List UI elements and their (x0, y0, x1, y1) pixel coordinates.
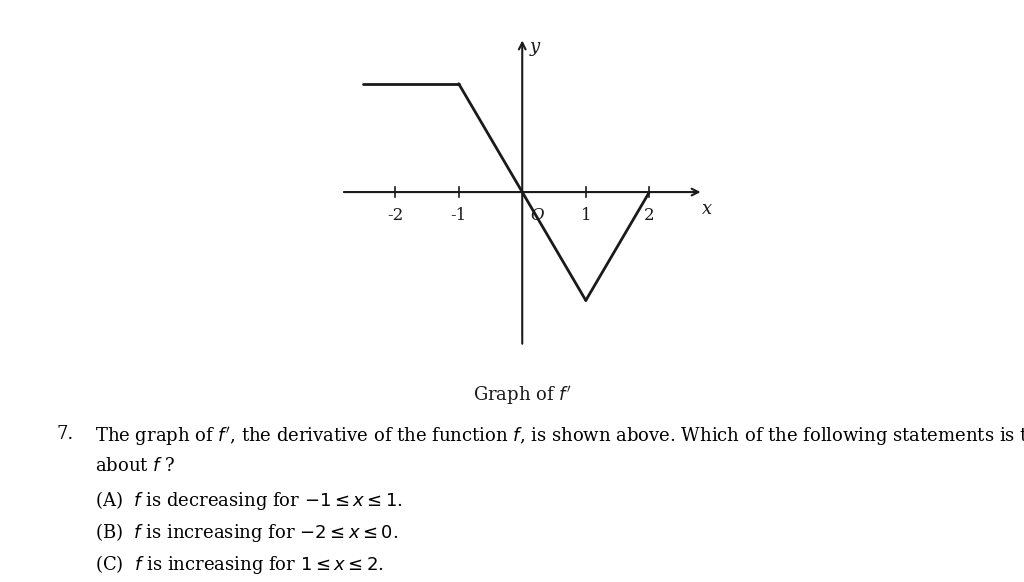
Text: (A)  $f$ is decreasing for $-1 \leq x \leq 1$.: (A) $f$ is decreasing for $-1 \leq x \le… (95, 489, 403, 512)
Text: y: y (529, 38, 540, 56)
Text: 2: 2 (644, 207, 654, 224)
Text: The graph of $f'$, the derivative of the function $f$, is shown above. Which of : The graph of $f'$, the derivative of the… (95, 425, 1024, 448)
Text: -2: -2 (387, 207, 403, 224)
Text: Graph of $f'$: Graph of $f'$ (473, 384, 571, 407)
Text: (B)  $f$ is increasing for $-2 \leq x \leq 0$.: (B) $f$ is increasing for $-2 \leq x \le… (95, 521, 398, 544)
Text: (C)  $f$ is increasing for $1 \leq x \leq 2$.: (C) $f$ is increasing for $1 \leq x \leq… (95, 553, 384, 576)
Text: about $f$ ?: about $f$ ? (95, 457, 176, 475)
Text: 7.: 7. (56, 425, 74, 443)
Text: O: O (530, 207, 544, 224)
Text: x: x (701, 200, 712, 218)
Text: -1: -1 (451, 207, 467, 224)
Text: 1: 1 (581, 207, 591, 224)
